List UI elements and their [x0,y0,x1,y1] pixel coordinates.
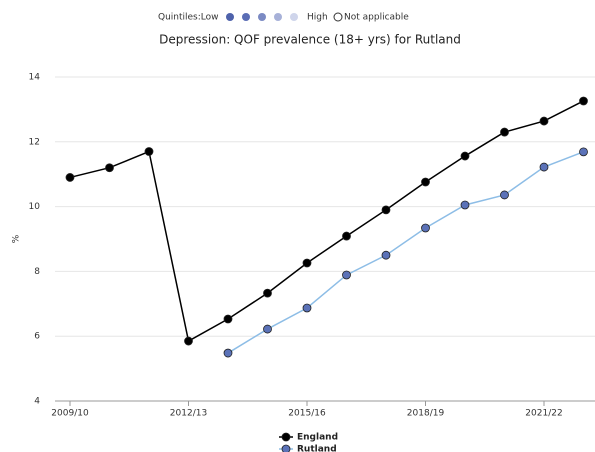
point [223,348,233,358]
point [105,163,114,173]
series-line [69,100,584,343]
point [381,250,391,260]
quintile-high: High [307,13,328,23]
y-axis-label: % [12,234,22,243]
point [579,147,588,157]
point [381,205,391,215]
quintile-dot [242,13,250,21]
point [342,270,351,280]
point [460,200,470,210]
y-tick-label: 8 [34,267,40,277]
y-tick-label: 12 [29,137,40,147]
point [421,223,430,233]
legend-marker [281,432,291,442]
point [421,177,430,187]
x-tick-label: 2012/13 [170,409,207,419]
quintile-dot [290,13,298,21]
point [65,173,75,182]
legend-label: England [297,433,338,443]
y-tick-label: 4 [34,397,40,407]
quintile-dot [226,13,234,21]
point [302,303,312,313]
x-tick-label: 2021/22 [525,409,562,419]
point [539,162,549,172]
legend-marker [281,444,291,452]
x-tick-label: 2018/19 [407,409,445,419]
point [302,258,312,268]
point [500,127,509,137]
point [579,96,588,106]
point [144,147,154,156]
series-line [227,151,584,354]
point [263,288,272,298]
y-tick-label: 10 [29,202,41,212]
quintile-label: Quintiles:Low [158,13,219,23]
x-tick-label: 2009/10 [51,409,89,419]
quintile-dot [258,13,266,21]
x-tick-label: 2015/16 [288,409,326,419]
point [342,231,351,241]
y-tick-label: 14 [29,73,41,83]
point [539,116,549,126]
point [223,314,233,324]
point [460,151,470,161]
point [500,190,509,200]
point [263,324,272,334]
chart-title: Depression: QOF prevalence (18+ yrs) for… [159,33,461,47]
legend-label: Rutland [297,445,337,452]
quintile-dot [274,13,282,21]
not-applicable-icon [333,12,343,22]
quintile-na: Not applicable [344,13,409,23]
point [184,336,193,346]
y-tick-label: 6 [34,332,40,342]
